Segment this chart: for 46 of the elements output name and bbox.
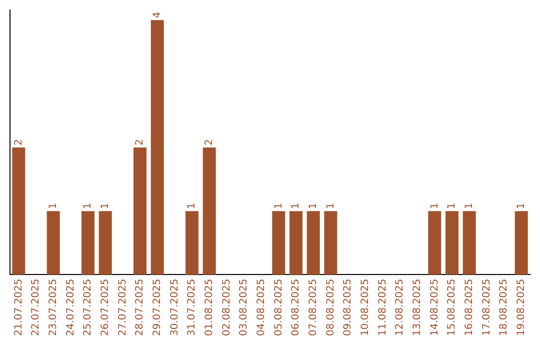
x-tick-label: 30.07.2025 — [169, 278, 180, 336]
x-tick-label: 11.08.2025 — [377, 278, 388, 336]
x-tick-label: 29.07.2025 — [152, 278, 163, 336]
data-label: 1 — [446, 202, 458, 210]
data-label: 1 — [325, 202, 336, 210]
data-label: 1 — [48, 202, 59, 210]
x-tick-label: 26.07.2025 — [100, 278, 111, 336]
data-label: 4 — [152, 12, 163, 18]
data-label: 1 — [82, 202, 94, 210]
data-label: 1 — [516, 202, 527, 210]
x-tick-label: 05.08.2025 — [273, 278, 284, 336]
x-tick-label: 18.08.2025 — [498, 278, 510, 336]
data-label: 1 — [273, 202, 284, 210]
x-tick-label: 17.08.2025 — [481, 278, 492, 336]
data-label: 2 — [134, 139, 146, 146]
x-tick-label: 08.08.2025 — [325, 278, 336, 336]
data-label: 1 — [290, 202, 302, 210]
data-label: 2 — [204, 139, 215, 146]
x-tick-label: 06.08.2025 — [290, 278, 302, 336]
data-label: 2 — [13, 139, 24, 146]
x-tick-label: 01.08.2025 — [204, 278, 215, 336]
x-tick-label: 02.08.2025 — [221, 278, 232, 336]
x-tick-label: 22.07.2025 — [30, 278, 42, 336]
data-label: 1 — [186, 202, 198, 210]
x-tick-label: 19.08.2025 — [516, 278, 527, 336]
x-tick-label: 16.08.2025 — [464, 278, 475, 336]
x-tick-label: 23.07.2025 — [48, 278, 59, 336]
x-tick-label: 31.07.2025 — [186, 278, 198, 336]
x-tick-label: 10.08.2025 — [360, 278, 371, 336]
x-tick-label: 03.08.2025 — [238, 278, 250, 336]
x-tick-label: 21.07.2025 — [13, 278, 24, 336]
x-tick-label: 12.08.2025 — [394, 278, 406, 336]
x-tick-label: 04.08.2025 — [256, 278, 267, 336]
x-tick-label: 07.08.2025 — [308, 278, 319, 336]
x-tick-label: 25.07.2025 — [82, 278, 94, 336]
data-label: 1 — [429, 202, 440, 210]
data-label: 1 — [464, 202, 475, 210]
data-label: 1 — [100, 202, 111, 210]
x-tick-label: 13.08.2025 — [412, 278, 423, 336]
x-tick-label: 15.08.2025 — [446, 278, 458, 336]
data-label: 1 — [308, 202, 319, 210]
x-tick-label: 28.07.2025 — [134, 278, 146, 336]
x-tick-label: 09.08.2025 — [342, 278, 354, 336]
x-tick-label: 27.07.2025 — [117, 278, 128, 336]
x-tick-label: 24.07.2025 — [65, 278, 76, 336]
x-tick-label: 14.08.2025 — [429, 278, 440, 336]
